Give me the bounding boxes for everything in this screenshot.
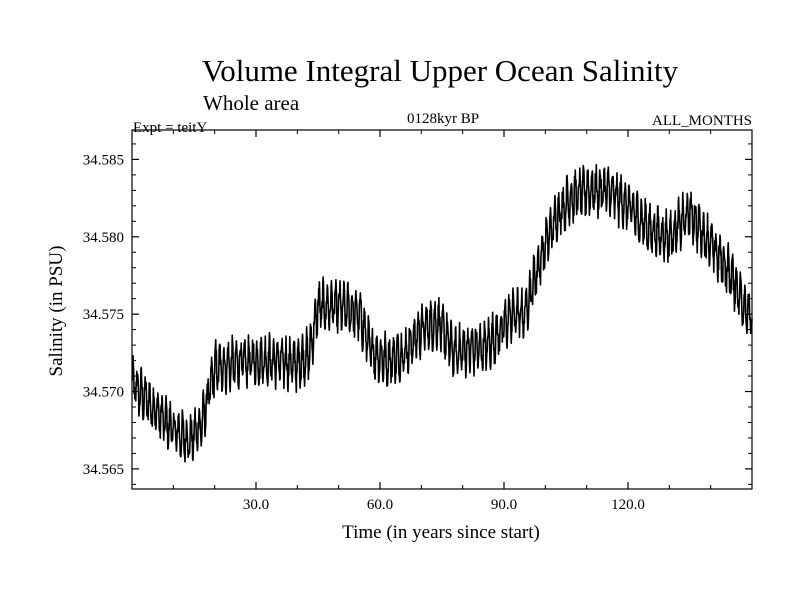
chart-title: Volume Integral Upper Ocean Salinity [202,53,679,88]
x-tick-label: 60.0 [367,497,393,513]
period-label: 0128kyr BP [407,111,479,127]
y-tick-label: 34.570 [83,385,124,401]
y-tick-label: 34.565 [83,462,124,478]
y-tick-label: 34.580 [83,230,124,246]
experiment-label: Expt = teitY [133,120,207,136]
x-axis: 30.0 60.0 90.0 120.0 [131,130,753,513]
x-tick-label: 90.0 [491,497,517,513]
x-axis-label: Time (in years since start) [342,522,540,543]
y-axis-label: Salinity (in PSU) [46,246,67,377]
y-axis: 34.565 34.570 34.575 34.580 34.585 [83,143,752,485]
y-tick-label: 34.575 [83,307,124,323]
x-tick-label: 120.0 [611,497,645,513]
x-tick-label: 30.0 [243,497,269,513]
plot-area [131,129,753,490]
plot-frame [131,129,753,490]
y-tick-label: 34.585 [83,152,124,168]
months-label: ALL_MONTHS [652,113,752,129]
chart-subtitle: Whole area [203,91,300,115]
salinity-series-line [131,163,753,463]
